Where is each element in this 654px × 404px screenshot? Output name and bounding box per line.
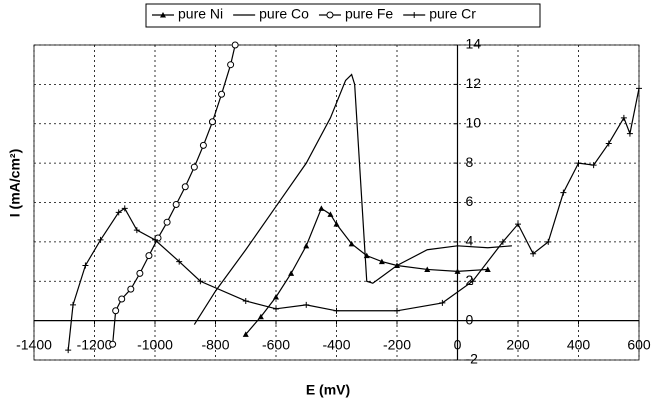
- marker: [575, 160, 582, 167]
- x-tick-label: -1000: [137, 336, 173, 352]
- legend-label: pure Fe: [345, 6, 393, 22]
- line: [245, 207, 488, 335]
- marker: [97, 236, 104, 243]
- marker: [82, 262, 89, 269]
- marker: [127, 285, 135, 293]
- marker: [288, 270, 295, 276]
- marker: [273, 294, 279, 300]
- marker: [65, 347, 72, 354]
- marker: [133, 227, 140, 234]
- marker: [160, 12, 166, 18]
- marker: [273, 305, 279, 312]
- marker: [636, 85, 642, 92]
- marker: [208, 118, 216, 126]
- marker: [545, 238, 552, 245]
- marker: [333, 221, 340, 227]
- x-tick-label: 400: [567, 336, 591, 352]
- marker: [242, 331, 249, 337]
- marker: [257, 313, 264, 320]
- y-tick-label: 4: [466, 233, 474, 249]
- marker: [484, 266, 491, 272]
- marker: [136, 269, 144, 277]
- marker: [560, 189, 567, 196]
- marker: [454, 268, 461, 274]
- marker: [326, 11, 334, 19]
- marker: [231, 41, 239, 49]
- x-tick-label: -1200: [77, 336, 113, 352]
- marker: [303, 242, 310, 249]
- marker: [348, 240, 355, 247]
- plot-frame: [33, 44, 640, 361]
- legend-label: pure Co: [259, 6, 309, 22]
- marker: [530, 250, 537, 257]
- marker: [411, 12, 418, 18]
- y-tick-label: 6: [466, 193, 474, 209]
- marker: [152, 236, 158, 243]
- marker: [318, 205, 325, 211]
- marker: [333, 307, 340, 314]
- x-tick-label: -800: [201, 336, 229, 352]
- marker: [163, 218, 171, 226]
- marker: [515, 221, 521, 228]
- marker: [218, 90, 226, 98]
- marker: [176, 258, 183, 265]
- marker: [70, 301, 77, 308]
- marker: [121, 205, 128, 212]
- marker: [181, 183, 189, 191]
- legend-box: [145, 3, 541, 28]
- marker: [242, 297, 249, 304]
- y-tick-label: 8: [466, 154, 474, 170]
- marker: [118, 295, 126, 303]
- marker: [590, 162, 597, 169]
- y-axis-label: I (mA/cm²): [7, 149, 23, 217]
- marker: [469, 278, 476, 285]
- marker: [109, 340, 117, 348]
- x-tick-label: -600: [262, 336, 290, 352]
- x-tick-label: -200: [383, 336, 411, 352]
- marker: [112, 307, 120, 315]
- y-tick-label: -2: [466, 351, 479, 367]
- line: [193, 73, 512, 325]
- marker: [227, 61, 235, 69]
- marker: [190, 163, 198, 171]
- marker: [394, 307, 400, 314]
- marker: [115, 209, 122, 216]
- legend-label: pure Cr: [429, 6, 476, 22]
- marker: [620, 114, 627, 121]
- x-axis-label: E (mV): [306, 382, 350, 398]
- marker: [499, 238, 506, 245]
- marker: [605, 140, 612, 147]
- marker: [199, 141, 207, 149]
- y-tick-label: 12: [466, 75, 482, 91]
- marker: [197, 278, 204, 285]
- line: [112, 44, 236, 345]
- x-tick-label: 200: [506, 336, 530, 352]
- y-tick-label: 14: [466, 36, 482, 52]
- marker: [439, 299, 446, 306]
- marker: [303, 301, 310, 308]
- marker: [378, 258, 385, 265]
- y-tick-label: 2: [466, 272, 474, 288]
- y-tick-label: 10: [466, 114, 482, 130]
- marker: [145, 252, 153, 260]
- marker: [424, 266, 431, 272]
- marker: [626, 130, 633, 137]
- legend-label: pure Ni: [178, 6, 223, 22]
- marker: [172, 200, 180, 208]
- marker: [327, 211, 334, 217]
- y-tick-label: 0: [466, 311, 474, 327]
- x-tick-label: -400: [322, 336, 350, 352]
- line: [67, 88, 640, 351]
